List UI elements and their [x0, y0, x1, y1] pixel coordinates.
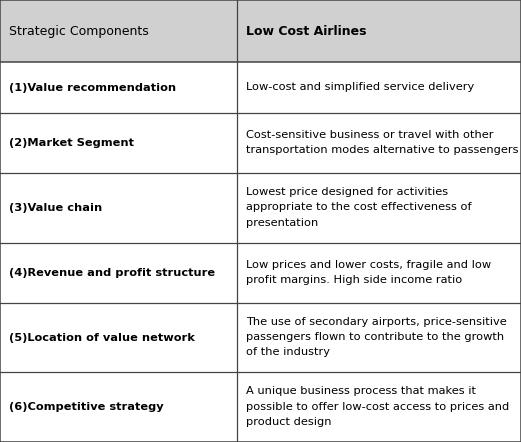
Text: Strategic Components: Strategic Components: [9, 25, 149, 38]
Text: (6)Competitive strategy: (6)Competitive strategy: [9, 402, 164, 412]
Text: Cost-sensitive business or travel with other: Cost-sensitive business or travel with o…: [246, 130, 494, 140]
Bar: [0, 303, 521, 372]
Text: (1)Value recommendation: (1)Value recommendation: [9, 83, 177, 93]
Text: product design: product design: [246, 417, 332, 427]
Text: Low Cost Airlines: Low Cost Airlines: [246, 25, 367, 38]
Bar: [0, 62, 521, 113]
Text: appropriate to the cost effectiveness of: appropriate to the cost effectiveness of: [246, 202, 472, 213]
Text: presentation: presentation: [246, 218, 319, 228]
Text: (3)Value chain: (3)Value chain: [9, 203, 103, 213]
Bar: [0, 113, 521, 173]
Text: (2)Market Segment: (2)Market Segment: [9, 138, 134, 148]
Bar: [0, 0, 521, 62]
Text: Lowest price designed for activities: Lowest price designed for activities: [246, 187, 449, 197]
Text: possible to offer low-cost access to prices and: possible to offer low-cost access to pri…: [246, 402, 510, 412]
Bar: [0, 372, 521, 442]
Text: A unique business process that makes it: A unique business process that makes it: [246, 386, 476, 396]
Text: passengers flown to contribute to the growth: passengers flown to contribute to the gr…: [246, 332, 504, 342]
Text: of the industry: of the industry: [246, 347, 330, 358]
Text: The use of secondary airports, price-sensitive: The use of secondary airports, price-sen…: [246, 317, 507, 327]
Text: Low-cost and simplified service delivery: Low-cost and simplified service delivery: [246, 82, 475, 92]
Text: transportation modes alternative to passengers: transportation modes alternative to pass…: [246, 145, 519, 155]
Text: Low prices and lower costs, fragile and low: Low prices and lower costs, fragile and …: [246, 259, 491, 270]
Bar: [0, 173, 521, 243]
Text: profit margins. High side income ratio: profit margins. High side income ratio: [246, 275, 463, 285]
Bar: [0, 243, 521, 303]
Text: (4)Revenue and profit structure: (4)Revenue and profit structure: [9, 268, 216, 278]
Text: (5)Location of value network: (5)Location of value network: [9, 332, 195, 343]
